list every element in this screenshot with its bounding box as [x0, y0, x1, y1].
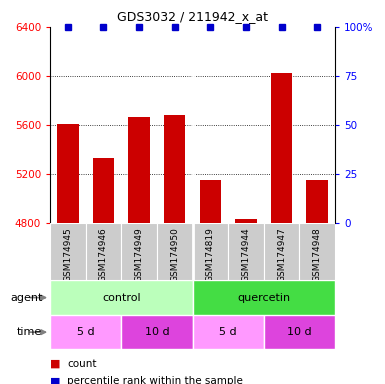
Text: count: count: [67, 359, 97, 369]
Text: control: control: [102, 293, 141, 303]
Text: agent: agent: [10, 293, 42, 303]
Text: 10 d: 10 d: [145, 327, 169, 337]
Text: GSM174947: GSM174947: [277, 227, 286, 282]
Text: GSM174945: GSM174945: [64, 227, 72, 282]
Title: GDS3032 / 211942_x_at: GDS3032 / 211942_x_at: [117, 10, 268, 23]
Text: ■: ■: [50, 376, 60, 384]
Bar: [157, 223, 192, 280]
Bar: [50, 223, 85, 280]
Bar: [128, 118, 150, 223]
Bar: [192, 315, 264, 349]
Text: GSM174949: GSM174949: [135, 227, 144, 282]
Bar: [50, 280, 192, 315]
Bar: [192, 223, 228, 280]
Bar: [57, 124, 79, 223]
Bar: [121, 223, 157, 280]
Bar: [300, 223, 335, 280]
Text: 5 d: 5 d: [219, 327, 237, 337]
Bar: [50, 315, 121, 349]
Bar: [93, 158, 114, 223]
Bar: [121, 315, 192, 349]
Text: GSM174950: GSM174950: [170, 227, 179, 282]
Text: GSM174946: GSM174946: [99, 227, 108, 282]
Text: GSM174944: GSM174944: [241, 227, 250, 282]
Bar: [235, 219, 257, 223]
Bar: [164, 115, 186, 223]
Bar: [199, 180, 221, 223]
Bar: [264, 223, 300, 280]
Text: percentile rank within the sample: percentile rank within the sample: [67, 376, 243, 384]
Bar: [306, 180, 328, 223]
Text: quercetin: quercetin: [237, 293, 290, 303]
Text: 10 d: 10 d: [287, 327, 311, 337]
Text: GSM174948: GSM174948: [313, 227, 321, 282]
Bar: [228, 223, 264, 280]
Bar: [264, 315, 335, 349]
Text: ■: ■: [50, 359, 60, 369]
Text: time: time: [17, 327, 42, 337]
Bar: [192, 280, 335, 315]
Text: GSM174819: GSM174819: [206, 227, 215, 282]
Bar: [85, 223, 121, 280]
Bar: [271, 73, 292, 223]
Text: 5 d: 5 d: [77, 327, 94, 337]
